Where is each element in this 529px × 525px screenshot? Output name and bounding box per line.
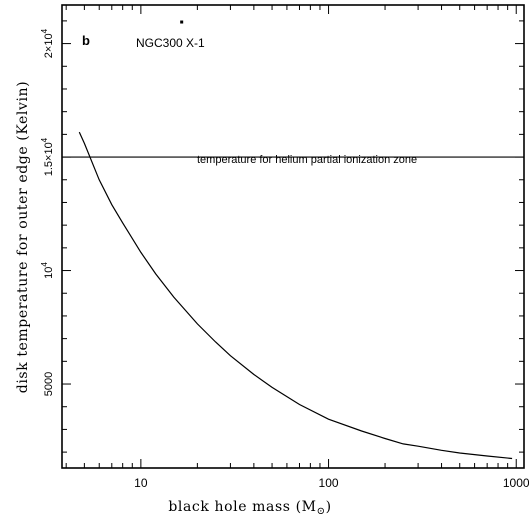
y-tick-label-exponent: 4 (40, 262, 49, 267)
x-tick-label: 10 (134, 476, 148, 490)
y-tick-label: 1.5×104 (40, 137, 55, 176)
reference-line-label: temperature for helium partial ionizatio… (197, 154, 417, 166)
x-tick-label: 1000 (503, 476, 529, 490)
panel-label: b (82, 33, 90, 48)
y-tick-label-base: 10 (43, 267, 55, 279)
y-tick-label: 5000 (43, 372, 55, 396)
x-axis-label: black hole mass (M⊙) (168, 499, 331, 517)
y-tick-label-exponent: 4 (40, 137, 49, 142)
data-point-marker (180, 20, 184, 24)
x-tick-label: 100 (319, 476, 339, 490)
x-axis-label-main: black hole mass (M (168, 499, 316, 515)
x-axis-ticks: 10 100 1000 (65, 5, 529, 490)
source-annotation: NGC300 X-1 (136, 36, 205, 50)
y-tick-label-base: 2×10 (43, 33, 55, 58)
y-tick-label: 2×104 (40, 28, 55, 58)
series-line (78, 131, 513, 460)
y-tick-label: 104 (40, 262, 55, 279)
plot-frame (61, 4, 525, 469)
y-tick-label-base: 1.5×10 (43, 142, 55, 176)
y-tick-label-base: 5000 (43, 372, 55, 396)
x-axis-label-subscript: ⊙ (317, 506, 326, 517)
y-axis-label: disk temperature for outer edge (Kelvin) (15, 81, 31, 393)
y-tick-label-exponent: 4 (40, 28, 49, 33)
x-axis-label-close: ) (326, 499, 332, 515)
